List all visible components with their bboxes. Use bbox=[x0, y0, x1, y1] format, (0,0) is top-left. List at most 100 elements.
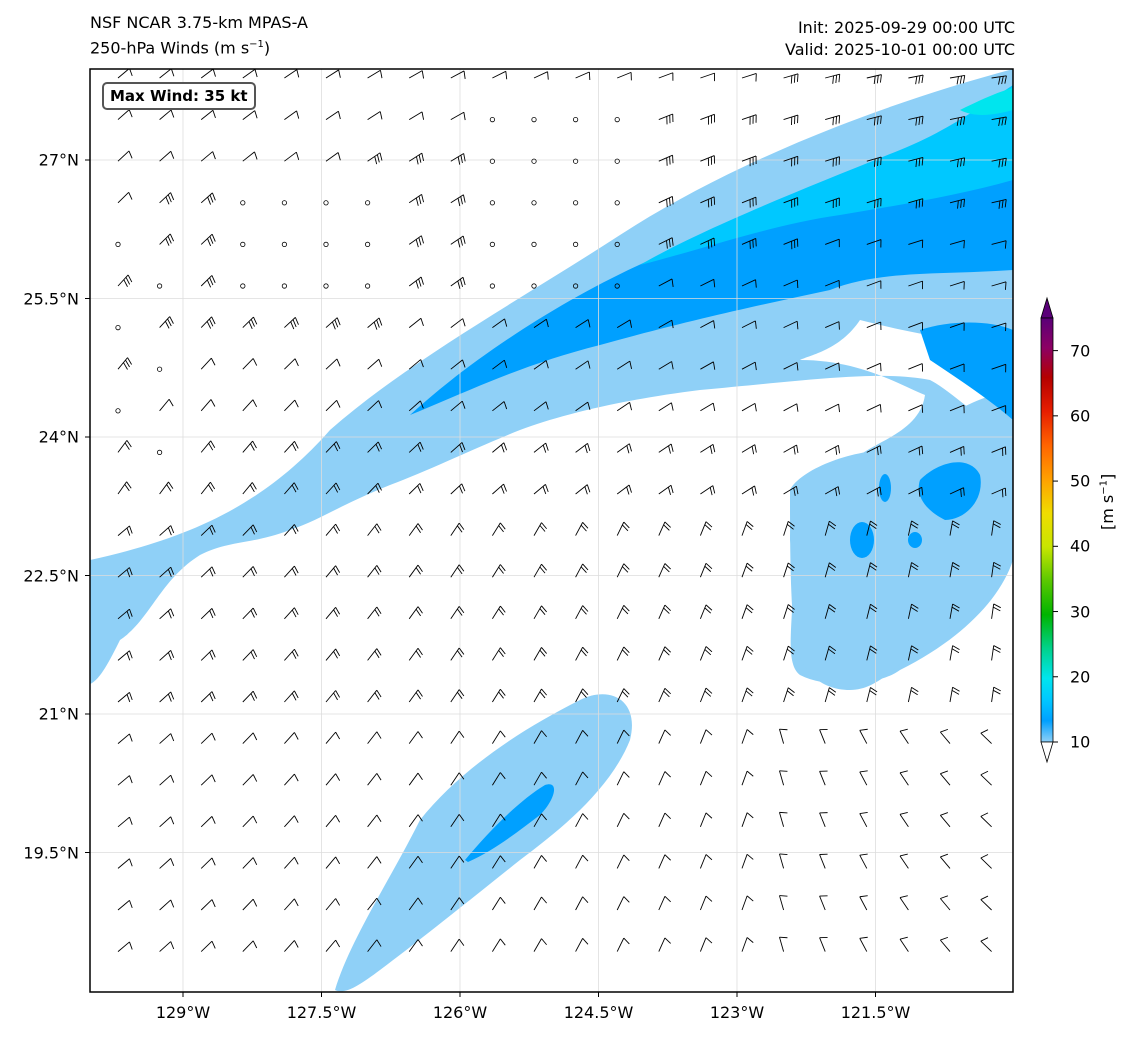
wind-barb bbox=[159, 691, 175, 703]
wind-barb bbox=[616, 813, 630, 827]
wind-barb bbox=[907, 603, 919, 619]
wind-barb bbox=[117, 481, 132, 495]
lon-label: 129°W bbox=[155, 1003, 211, 1022]
wind-barb bbox=[658, 812, 671, 827]
wind-barb bbox=[616, 896, 630, 911]
lat-label: 24°N bbox=[38, 427, 79, 447]
wind-barb bbox=[159, 816, 175, 828]
wind-barb bbox=[159, 525, 175, 536]
wind-barb bbox=[658, 196, 674, 208]
wind-barb bbox=[408, 731, 423, 744]
wind-barb bbox=[741, 604, 754, 619]
wind-barb bbox=[364, 241, 371, 247]
wind-barb bbox=[533, 855, 547, 869]
wind-barb bbox=[242, 898, 258, 911]
wind-barb bbox=[450, 855, 465, 869]
wind-barb bbox=[779, 895, 788, 911]
wind-barb bbox=[949, 239, 965, 249]
wind-barb bbox=[240, 283, 246, 289]
wind-barb bbox=[658, 937, 671, 952]
wind-barb bbox=[859, 936, 868, 952]
wind-barb bbox=[908, 74, 924, 85]
wind-barb bbox=[783, 238, 799, 250]
wind-barb bbox=[159, 316, 174, 329]
axis-ticks bbox=[85, 159, 876, 997]
wind-barb bbox=[367, 482, 382, 495]
wind-barb bbox=[450, 318, 466, 328]
wind-barb bbox=[325, 856, 341, 869]
wind-barb bbox=[531, 158, 537, 164]
wind-barb bbox=[450, 814, 465, 828]
wind-barb bbox=[533, 688, 547, 703]
wind-barb bbox=[866, 486, 882, 497]
wind-barb bbox=[991, 520, 1001, 536]
wind-barb bbox=[367, 69, 383, 79]
wind-barb bbox=[824, 562, 837, 578]
wind-barb bbox=[783, 197, 799, 208]
wind-barb bbox=[489, 200, 495, 206]
wind-barb bbox=[117, 608, 133, 620]
wind-barb bbox=[658, 319, 674, 329]
wind-barb bbox=[825, 197, 840, 209]
wind-barb bbox=[533, 442, 549, 453]
wind-barb bbox=[200, 857, 216, 869]
wind-barb bbox=[783, 645, 795, 661]
wind-barb bbox=[408, 939, 423, 952]
wind-barb bbox=[783, 604, 795, 619]
wind-barb bbox=[741, 729, 754, 744]
wind-barb bbox=[616, 854, 630, 869]
wind-barb bbox=[825, 321, 840, 330]
wind-barb bbox=[242, 774, 258, 786]
wind-barb bbox=[700, 237, 716, 249]
wind-barb bbox=[367, 814, 382, 828]
wind-barb bbox=[949, 645, 960, 661]
wind-barb bbox=[450, 70, 466, 79]
lat-label: 22.5°N bbox=[23, 566, 79, 585]
wind-barb bbox=[200, 151, 216, 162]
wind-barb bbox=[157, 449, 163, 455]
wind-barb bbox=[240, 200, 246, 206]
wind-barb bbox=[779, 728, 788, 744]
wind-barb bbox=[908, 280, 924, 290]
wind-barb bbox=[741, 687, 754, 703]
wind-barb bbox=[284, 940, 299, 952]
wind-barb bbox=[699, 812, 713, 827]
wind-barb bbox=[980, 729, 992, 744]
wind-barb bbox=[940, 812, 951, 828]
wind-barb bbox=[492, 730, 506, 744]
wind-barb bbox=[991, 281, 1007, 290]
wind-barb bbox=[159, 650, 175, 661]
wind-barb bbox=[159, 941, 175, 952]
wind-barb bbox=[325, 607, 341, 620]
wind-barb bbox=[533, 813, 547, 828]
wind-barb bbox=[408, 400, 424, 412]
wind-barb bbox=[779, 853, 788, 869]
colorbar-tick-label: 60 bbox=[1070, 406, 1091, 426]
wind-barb bbox=[899, 811, 909, 828]
wind-barb bbox=[364, 200, 371, 206]
wind-barb bbox=[367, 689, 382, 703]
wind-barb bbox=[408, 897, 423, 911]
wind-barb bbox=[575, 443, 591, 454]
wind-barb bbox=[492, 938, 506, 952]
wind-barb bbox=[200, 649, 216, 661]
wind-barb bbox=[408, 648, 423, 661]
wind-barb bbox=[450, 606, 465, 620]
wind-barb bbox=[325, 69, 341, 79]
wind-barb bbox=[115, 241, 121, 247]
wind-barb bbox=[281, 200, 287, 206]
wind-barb bbox=[616, 771, 630, 786]
wind-barb bbox=[908, 445, 924, 456]
wind-barb bbox=[408, 814, 423, 828]
wind-barb bbox=[325, 898, 341, 911]
wind-barb bbox=[575, 563, 589, 578]
wind-barb bbox=[533, 896, 547, 911]
wind-barb bbox=[783, 362, 799, 371]
wind-barb bbox=[408, 606, 423, 620]
wind-barb bbox=[117, 900, 133, 911]
wind-barb bbox=[284, 69, 300, 79]
wind-barb bbox=[159, 233, 175, 246]
lat-label: 21°N bbox=[38, 704, 79, 724]
wind-barb bbox=[531, 241, 537, 247]
wind-barb bbox=[859, 895, 868, 911]
